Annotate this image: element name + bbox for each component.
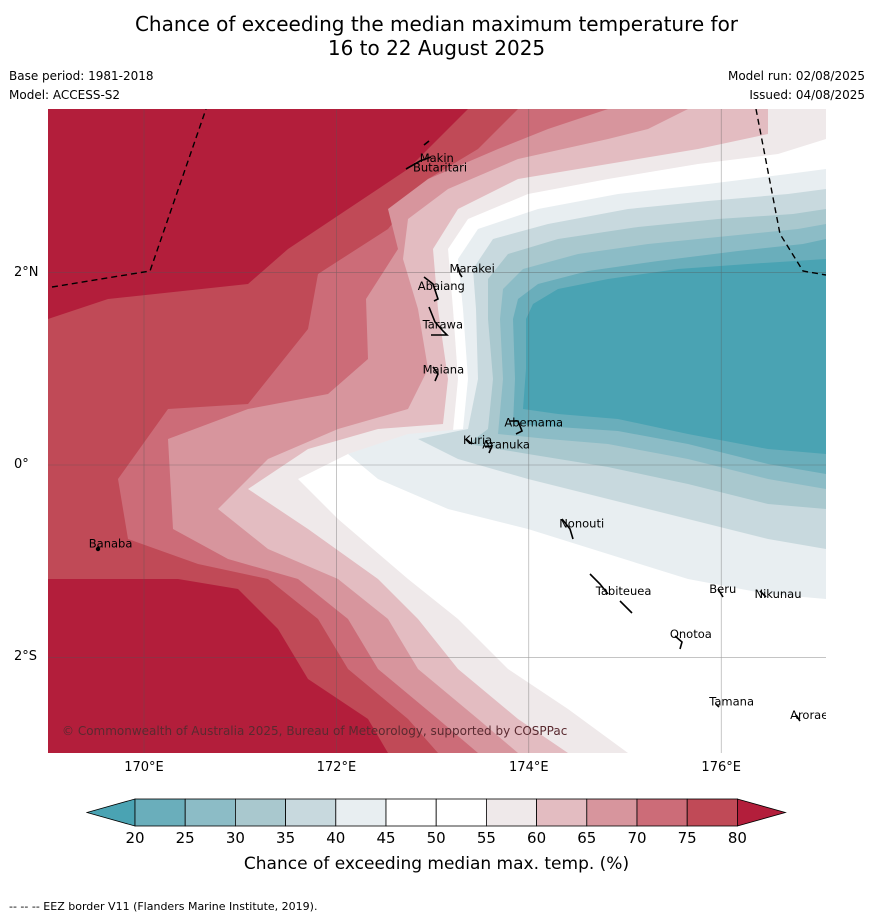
colorbar	[86, 798, 787, 827]
title-line-1: Chance of exceeding the median maximum t…	[134, 12, 739, 36]
colorbar-segment-11	[686, 798, 738, 827]
colorbar-tick-60: 60	[527, 829, 547, 847]
place-label-tarawa: Tarawa	[422, 317, 463, 331]
colorbar-tick-55: 55	[476, 829, 496, 847]
colorbar-segment-8	[536, 798, 588, 827]
place-label-nikunau: Nikunau	[754, 587, 801, 601]
colorbar-tick-65: 65	[577, 829, 597, 847]
issued-date: Issued: 04/08/2025	[749, 88, 865, 102]
colorbar-tick-25: 25	[175, 829, 195, 847]
place-label-abemama: Abemama	[504, 416, 563, 430]
lon-label-0: 170°E	[124, 760, 164, 775]
place-label-butaritari: Butaritari	[413, 161, 467, 175]
model-name: Model: ACCESS-S2	[9, 88, 121, 102]
colorbar-segment-9	[586, 798, 638, 827]
lat-label-1: 0°	[14, 457, 29, 472]
meta-left: Base period: 1981-2018 Model: ACCESS-S2	[9, 69, 154, 107]
colorbar-segment-7	[485, 798, 537, 827]
lon-label-3: 176°E	[701, 760, 741, 775]
colorbar-tick-35: 35	[276, 829, 296, 847]
meta-right: Model run: 02/08/2025 Issued: 04/08/2025	[728, 69, 865, 107]
place-label-nonouti: Nonouti	[559, 517, 604, 531]
place-label-arorae: Arorae	[790, 708, 826, 722]
colorbar-tick-80: 80	[727, 829, 747, 847]
chart-title: Chance of exceeding the median maximum t…	[0, 12, 873, 60]
colorbar-tick-20: 20	[125, 829, 145, 847]
colorbar-tick-45: 45	[376, 829, 396, 847]
colorbar-segment-5	[385, 798, 437, 827]
colorbar-segment-4	[335, 798, 387, 827]
place-label-banaba: Banaba	[89, 537, 133, 551]
colorbar-tick-30: 30	[225, 829, 245, 847]
eez-border-east	[755, 109, 826, 276]
colorbar-tick-50: 50	[426, 829, 446, 847]
place-label-marakei: Marakei	[450, 262, 495, 276]
lat-label-2: 2°S	[14, 649, 38, 665]
place-label-beru: Beru	[709, 582, 736, 596]
model-run: Model run: 02/08/2025	[727, 69, 865, 83]
footer-note: -- -- -- EEZ border V11 (Flanders Marine…	[9, 900, 318, 913]
place-label-onotoa: Onotoa	[670, 627, 712, 641]
lon-label-2: 174°E	[509, 760, 549, 775]
title-line-2: 16 to 22 August 2025	[327, 36, 546, 60]
island-outlines	[95, 140, 801, 722]
colorbar-segment-6	[435, 798, 487, 827]
place-label-tabiteuea: Tabiteuea	[595, 584, 652, 598]
colorbar-label: Chance of exceeding median max. temp. (%…	[243, 854, 630, 874]
place-label-maiana: Maiana	[423, 363, 465, 377]
lon-label-1: 172°E	[316, 760, 357, 775]
colorbar-tick-70: 70	[627, 829, 647, 847]
place-label-makin: Makin	[420, 151, 454, 165]
base-period: Base period: 1981-2018	[9, 69, 154, 83]
eez-border-west	[51, 109, 207, 288]
colorbar-segment-10	[636, 798, 688, 827]
colorbar-over-arrow	[737, 798, 787, 827]
colorbar-segment-1	[184, 798, 236, 827]
place-label-kuria: Kuria	[463, 433, 492, 447]
colorbar-segment-3	[285, 798, 337, 827]
colorbar-segment-0	[134, 798, 186, 827]
place-label-aranuka: Aranuka	[482, 438, 530, 452]
place-label-tamana: Tamana	[708, 695, 754, 709]
place-label-abaiang: Abaiang	[418, 279, 465, 293]
colorbar-tick-40: 40	[326, 829, 346, 847]
lat-label-0: 2°N	[14, 264, 39, 280]
copyright-notice: © Commonwealth of Australia 2025, Bureau…	[62, 724, 568, 738]
colorbar-segment-2	[234, 798, 286, 827]
band-below-20	[523, 259, 826, 454]
colorbar-tick-75: 75	[677, 829, 697, 847]
gridlines	[48, 109, 826, 753]
colorbar-under-arrow	[86, 798, 136, 827]
